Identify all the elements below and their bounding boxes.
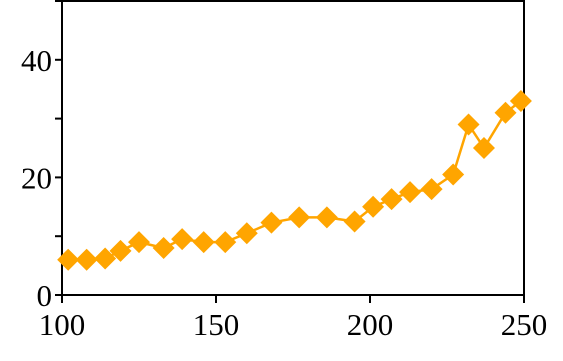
data-point-marker	[494, 101, 517, 124]
data-point-marker	[192, 231, 215, 254]
data-point-marker	[260, 211, 283, 234]
x-tick-label: 150	[193, 307, 240, 342]
data-point-marker	[109, 239, 132, 262]
x-tick-label: 250	[501, 307, 548, 342]
data-point-marker	[288, 206, 311, 229]
y-tick-label: 40	[21, 43, 52, 78]
data-point-marker	[472, 137, 495, 159]
data-point-marker	[343, 210, 366, 233]
data-point-marker	[457, 113, 480, 136]
data-point-marker	[442, 163, 465, 186]
data-point-marker	[171, 228, 194, 251]
data-point-marker	[380, 188, 403, 211]
data-point-marker	[128, 231, 150, 254]
plot-frame	[61, 0, 525, 296]
y-tick-label: 0	[37, 278, 53, 313]
x-tick-label: 200	[347, 307, 394, 342]
data-point-marker	[420, 178, 443, 201]
data-point-marker	[75, 248, 98, 271]
data-point-marker	[235, 222, 258, 245]
data-point-marker	[315, 206, 338, 229]
y-axis: 0 20 40	[21, 0, 62, 313]
series-layer	[57, 89, 532, 271]
data-point-marker	[152, 236, 175, 259]
data-point-marker	[57, 248, 80, 271]
data-point-marker	[94, 247, 117, 270]
data-point-marker	[214, 231, 237, 254]
data-point-marker	[362, 195, 385, 218]
data-point-marker	[399, 181, 422, 204]
data-point-marker	[509, 89, 532, 112]
y-tick-label: 20	[21, 160, 52, 195]
x-tick-label: 100	[39, 307, 86, 342]
x-axis: 100 150 200 250	[39, 295, 548, 342]
